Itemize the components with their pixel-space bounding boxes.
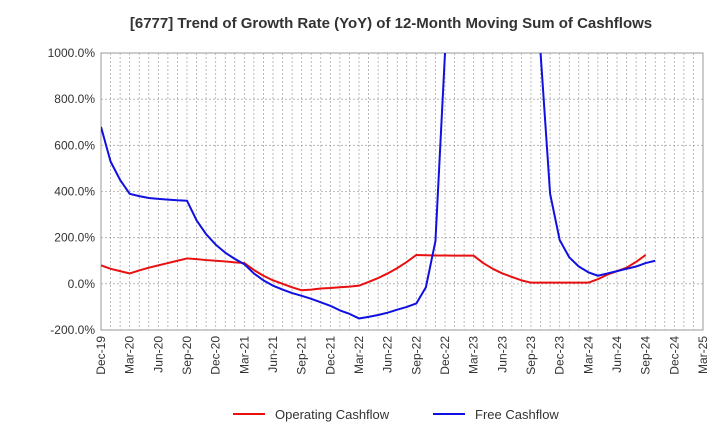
y-tick-label: 600.0% xyxy=(54,138,95,152)
legend: Operating Cashflow Free Cashflow xyxy=(233,407,559,422)
series-free-cashflow xyxy=(101,53,656,320)
y-tick-label: 1000.0% xyxy=(48,46,96,60)
x-tick-label: Jun-20 xyxy=(151,336,165,373)
series-line xyxy=(539,53,656,277)
x-tick-label: Dec-19 xyxy=(94,336,108,375)
x-tick-label: Dec-24 xyxy=(667,336,681,375)
x-tick-label: Sep-23 xyxy=(524,336,538,375)
x-tick-label: Jun-22 xyxy=(381,336,395,373)
x-tick-label: Mar-21 xyxy=(237,336,251,374)
legend-item: Operating Cashflow xyxy=(233,407,390,422)
legend-label: Free Cashflow xyxy=(475,407,559,422)
x-tick-label: Sep-21 xyxy=(295,336,309,375)
chart-title: [6777] Trend of Growth Rate (YoY) of 12-… xyxy=(130,15,652,32)
y-tick-label: 200.0% xyxy=(54,231,95,245)
y-tick-label: 800.0% xyxy=(54,92,95,106)
x-tick-label: Mar-20 xyxy=(123,336,137,374)
x-tick-label: Dec-20 xyxy=(209,336,223,375)
x-tick-label: Sep-20 xyxy=(180,336,194,375)
x-tick-label: Mar-24 xyxy=(581,336,595,374)
y-axis: -200.0% 0.0% 200.0% 400.0% 600.0% 800.0% 1000.… xyxy=(48,46,96,337)
x-tick-label: Mar-23 xyxy=(467,336,481,374)
x-tick-label: Jun-21 xyxy=(266,336,280,373)
x-tick-label: Jun-23 xyxy=(495,336,509,373)
series-line xyxy=(101,253,647,292)
grid-layer xyxy=(100,52,704,331)
x-tick-label: Mar-25 xyxy=(696,336,710,374)
series-line xyxy=(101,53,446,320)
legend-item: Free Cashflow xyxy=(433,407,559,422)
x-tick-label: Sep-24 xyxy=(639,336,653,375)
x-tick-label: Dec-21 xyxy=(323,336,337,375)
x-tick-label: Jun-24 xyxy=(610,336,624,373)
legend-label: Operating Cashflow xyxy=(275,407,390,422)
x-tick-label: Dec-23 xyxy=(553,336,567,375)
series-layer xyxy=(101,53,656,320)
y-tick-label: 400.0% xyxy=(54,185,95,199)
series-operating-cashflow xyxy=(101,253,647,292)
x-tick-label: Dec-22 xyxy=(438,336,452,375)
x-tick-label: Mar-22 xyxy=(352,336,366,374)
y-tick-label: -200.0% xyxy=(50,323,95,337)
x-tick-label: Sep-22 xyxy=(409,336,423,375)
y-tick-label: 0.0% xyxy=(68,277,96,291)
x-axis: Dec-19 Mar-20 Jun-20 Sep-20 Dec-20 Mar-21 Jun-… xyxy=(94,336,710,375)
